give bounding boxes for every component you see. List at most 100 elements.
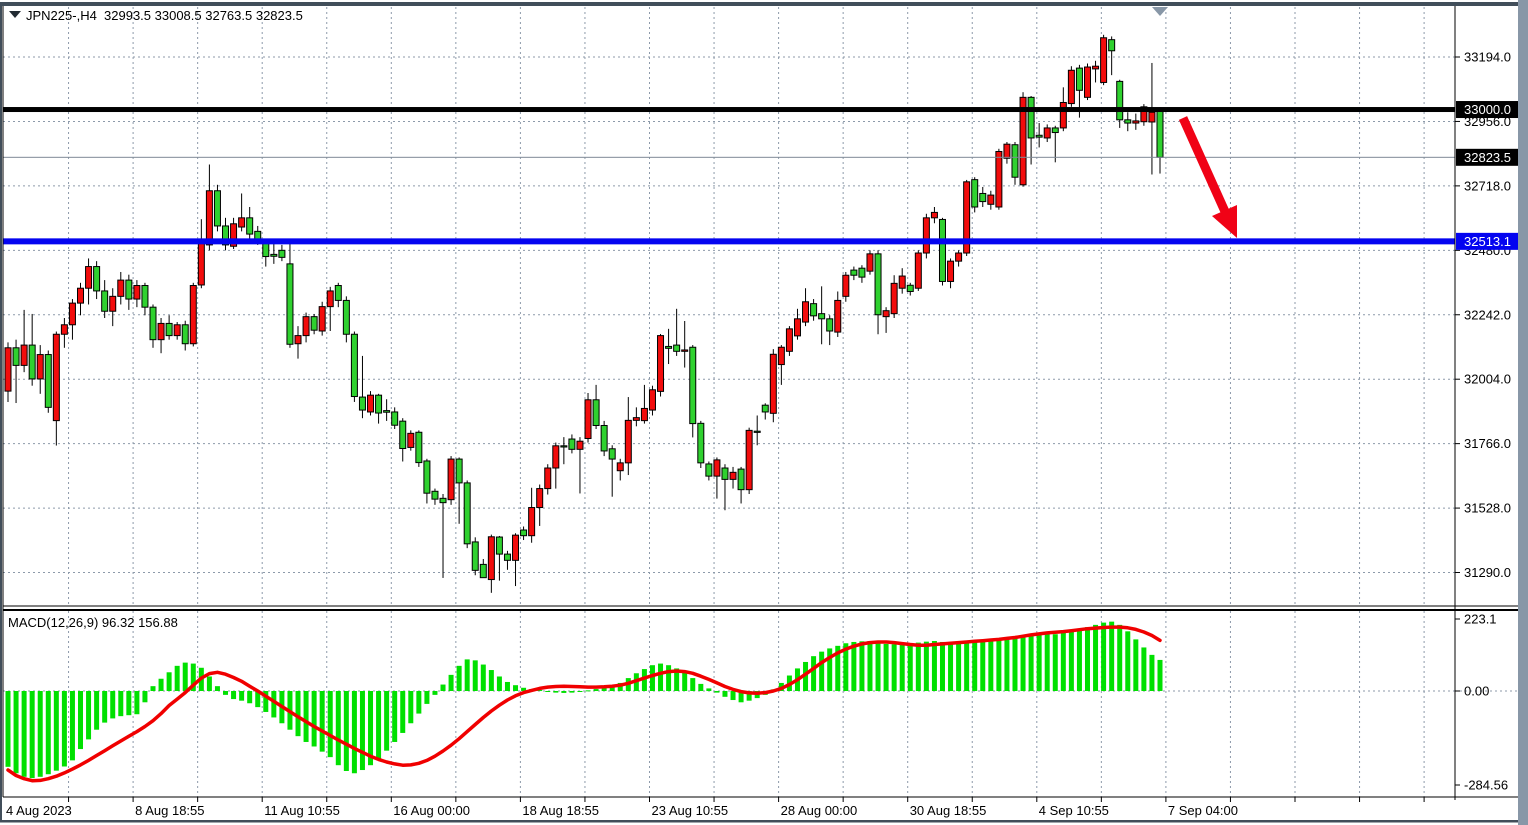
candle-body[interactable] (568, 438, 576, 450)
candle-body[interactable] (512, 534, 520, 561)
candle-body[interactable] (173, 324, 181, 337)
candle-body[interactable] (938, 218, 946, 282)
candle-body[interactable] (745, 429, 753, 491)
candle-body[interactable] (705, 463, 713, 477)
candle-body[interactable] (632, 417, 640, 421)
candle-body[interactable] (503, 553, 511, 561)
candle-body[interactable] (793, 318, 801, 337)
candle-body[interactable] (205, 190, 213, 246)
candle-body[interactable] (157, 322, 165, 341)
candle-body[interactable] (383, 410, 391, 413)
candle-body[interactable] (721, 467, 729, 480)
candle-body[interactable] (189, 285, 197, 345)
candle-body[interactable] (375, 394, 383, 414)
horizontal-level-line[interactable] (3, 238, 1455, 245)
candle-body[interactable] (737, 468, 745, 491)
macd-indicator-label[interactable]: MACD(12,26,9) 96.32 156.88 (8, 615, 178, 630)
candle-body[interactable] (1124, 119, 1132, 124)
candle-body[interactable] (850, 269, 858, 276)
candle-body[interactable] (697, 422, 705, 464)
candle-body[interactable] (4, 347, 12, 392)
candle-body[interactable] (181, 324, 189, 345)
candle-body[interactable] (1083, 66, 1091, 98)
candle-body[interactable] (874, 253, 882, 316)
candle-body[interactable] (866, 253, 874, 272)
candle-body[interactable] (673, 344, 681, 352)
candle-body[interactable] (858, 267, 866, 278)
candle-body[interactable] (560, 445, 568, 448)
current-price-line[interactable] (3, 156, 1455, 158)
candle-body[interactable] (294, 335, 302, 345)
candle-body[interactable] (930, 211, 938, 219)
candle-body[interactable] (423, 460, 431, 494)
candle-body[interactable] (77, 287, 85, 304)
candle-body[interactable] (987, 194, 995, 205)
candle-body[interactable] (576, 440, 584, 450)
candle-body[interactable] (117, 279, 125, 297)
candle-body[interactable] (270, 253, 278, 257)
candle-body[interactable] (971, 179, 979, 208)
candle-body[interactable] (898, 275, 906, 289)
candle-body[interactable] (93, 266, 101, 292)
candle-body[interactable] (101, 290, 109, 312)
candle-body[interactable] (60, 324, 68, 335)
candle-body[interactable] (334, 285, 342, 301)
candle-body[interactable] (729, 471, 737, 480)
candle-body[interactable] (1140, 106, 1148, 123)
candle-body[interactable] (213, 190, 221, 227)
candle-body[interactable] (487, 536, 495, 581)
candle-body[interactable] (358, 396, 366, 411)
candle-body[interactable] (238, 217, 246, 228)
candle-body[interactable] (447, 458, 455, 501)
panel-separator[interactable] (3, 609, 1528, 611)
candle-body[interactable] (1100, 37, 1108, 83)
candle-body[interactable] (810, 303, 818, 317)
candle-body[interactable] (1092, 65, 1100, 70)
candle-body[interactable] (552, 445, 560, 469)
candle-body[interactable] (785, 328, 793, 352)
candle-body[interactable] (109, 295, 117, 312)
candle-body[interactable] (947, 260, 955, 282)
candle-body[interactable] (1003, 143, 1011, 159)
candle-body[interactable] (914, 252, 922, 289)
candle-body[interactable] (1067, 69, 1075, 105)
candle-body[interactable] (608, 448, 616, 460)
candle-body[interactable] (648, 389, 656, 411)
candle-body[interactable] (85, 266, 93, 289)
candle-body[interactable] (689, 346, 697, 425)
candle-body[interactable] (882, 310, 890, 318)
candle-body[interactable] (616, 462, 624, 472)
trend-arrow-head[interactable] (1212, 205, 1237, 238)
candle-body[interactable] (149, 306, 157, 341)
candle-body[interactable] (20, 344, 28, 366)
candle-body[interactable] (802, 301, 810, 323)
candle-body[interactable] (463, 482, 471, 545)
candle-body[interactable] (52, 333, 60, 422)
candle-body[interactable] (471, 541, 479, 571)
candle-body[interactable] (963, 181, 971, 254)
candle-body[interactable] (777, 346, 785, 366)
candle-body[interactable] (1075, 67, 1083, 91)
candle-body[interactable] (350, 333, 358, 398)
candle-body[interactable] (12, 347, 20, 366)
candle-body[interactable] (842, 274, 850, 297)
candle-body[interactable] (318, 306, 326, 332)
candle-body[interactable] (640, 407, 648, 422)
candle-body[interactable] (1132, 120, 1140, 124)
candle-body[interactable] (624, 419, 632, 464)
candle-body[interactable] (28, 344, 36, 380)
candle-body[interactable] (1108, 39, 1116, 52)
candle-body[interactable] (1059, 101, 1067, 129)
candle-body[interactable] (1019, 96, 1027, 186)
candle-body[interactable] (1043, 127, 1051, 139)
candle-body[interactable] (979, 192, 987, 203)
candle-body[interactable] (826, 318, 834, 332)
candle-body[interactable] (1027, 96, 1035, 139)
candle-body[interactable] (681, 349, 689, 352)
candle-body[interactable] (286, 263, 294, 345)
candle-body[interactable] (584, 399, 592, 439)
candle-body[interactable] (133, 285, 141, 300)
candle-body[interactable] (955, 252, 963, 262)
candle-body[interactable] (278, 249, 286, 258)
